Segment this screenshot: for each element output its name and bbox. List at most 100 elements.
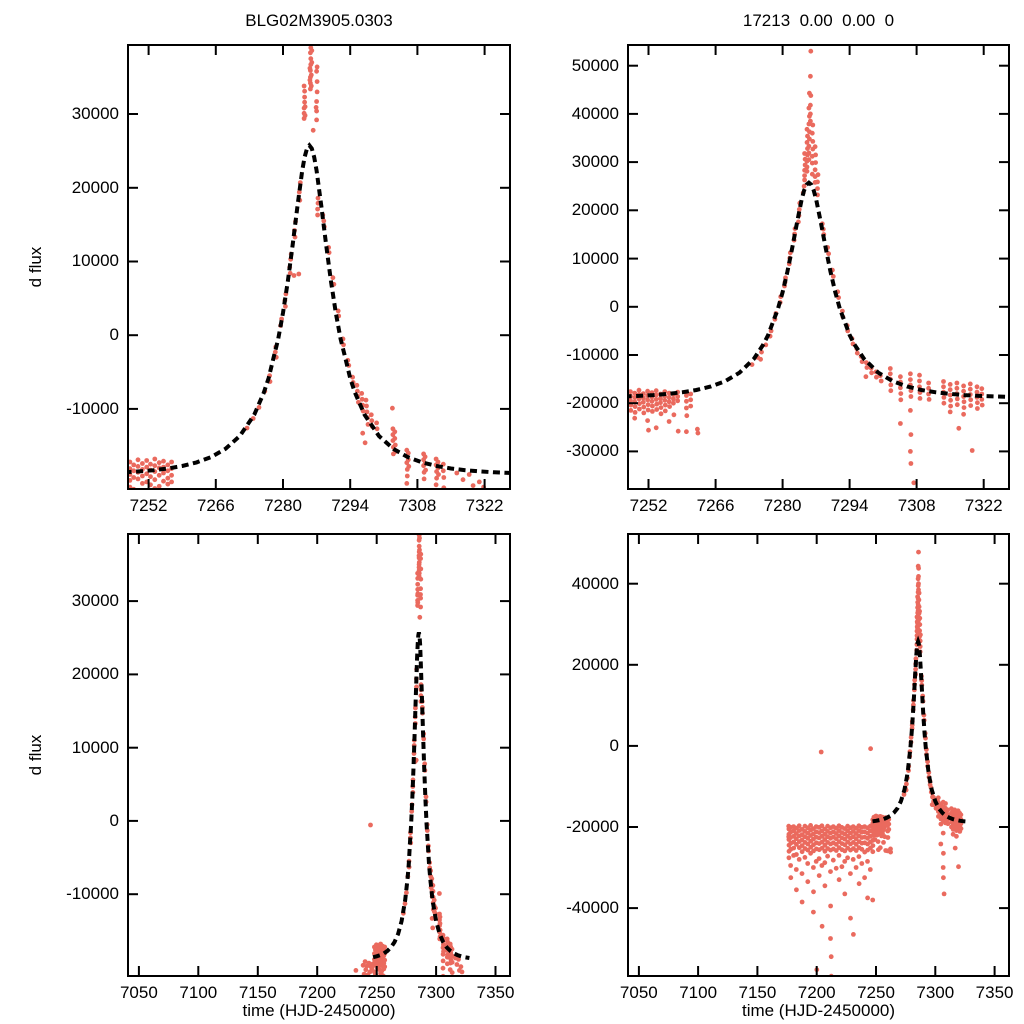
scatter-point [926,397,932,402]
scatter-point [169,479,174,485]
scatter-point [165,462,171,468]
scatter-point [404,473,410,479]
scatter-point [913,666,918,672]
scatter-point [908,394,914,399]
scatter-point [684,429,689,435]
scatter-point [979,397,985,402]
scatter-point [653,397,659,402]
scatter-point [828,954,834,960]
scatter-point [916,590,922,596]
scatter-point [671,412,677,418]
scatter-point [796,823,802,829]
scatter-point [409,809,415,814]
scatter-point [908,432,914,437]
scatter-point [314,64,320,70]
scatter-point [749,362,755,367]
scatter-point [302,104,308,110]
scatter-point [819,923,825,929]
scatter-point [828,869,833,874]
scatter-point [632,404,638,409]
scatter-point [804,164,810,170]
y-tick-label: 0 [609,296,619,316]
scatter-point [449,959,455,965]
scatter-point [886,821,892,827]
scatter-point [404,890,409,896]
scatter-point [440,958,446,964]
scatter-point [826,251,831,257]
scatter-point [156,483,162,489]
scatter-point [675,394,681,399]
scatter-point [904,781,909,787]
scatter-point [806,143,812,149]
scatter-point [165,468,171,474]
y-tick-label: 20000 [571,200,619,220]
scatter-point [961,405,967,410]
x-tick-label: 7250 [357,983,396,1002]
scatter-point [418,556,423,561]
scatter-point [805,847,811,853]
y-tick-label: 50000 [571,55,619,75]
scatter-point [908,461,914,466]
scatter-point [454,470,460,476]
y-tick-label: -10000 [66,398,119,418]
scatter-point [671,400,676,406]
scatter-point [908,449,913,454]
scatter-point [353,968,359,973]
scatter-point [421,476,427,482]
scatter-point [870,897,876,903]
scatter-point [954,385,960,391]
scatter-point [454,962,460,967]
scatter-point [429,916,435,921]
scatter-point [796,207,802,212]
scatter-point [302,88,307,94]
scatter-point [954,402,960,408]
scatter-point [808,93,814,98]
scatter-point [799,843,805,848]
scatter-point [148,461,153,467]
scatter-point [666,399,672,405]
scatter-point [917,628,922,634]
scatter-point [877,845,883,851]
scatter-point [440,965,446,971]
scatter-point [813,152,818,158]
scatter-point [658,411,664,417]
x-tick-label: 7294 [331,496,370,515]
scatter-point [140,473,145,479]
scatter-point [917,396,923,401]
scatter-point [938,841,944,847]
panel-3-canvas [627,533,1010,977]
scatter-point [799,871,805,876]
scatter-point [848,915,853,921]
scatter-point [885,835,891,840]
scatter-point [974,389,980,395]
scatter-point [632,390,638,396]
scatter-point [811,865,816,870]
scatter-point [152,456,158,462]
scatter-point [430,925,436,931]
scatter-point [975,400,980,406]
scatter-point [441,942,446,948]
x-tick-label: 7050 [119,983,158,1002]
scatter-point [804,140,810,145]
scatter-point [392,436,398,441]
scatter-point [131,462,137,468]
scatter-point [296,189,302,195]
x-axis-label-bottom-right: time (HJD-2450000) [741,1001,896,1020]
x-tick-label: 7308 [398,496,437,515]
scatter-point [140,481,145,486]
scatter-point [433,482,439,488]
scatter-point [417,547,422,553]
scatter-point [941,379,946,384]
scatter-point [954,833,959,839]
scatter-point [417,614,423,620]
scatter-point [667,404,672,409]
scatter-point [918,632,923,638]
scatter-point [695,426,700,432]
scatter-point [437,921,443,926]
scatter-point [441,475,447,480]
scatter-point [256,405,262,410]
plot-frame [127,533,511,977]
panel-1-title: 17213 0.00 0.00 0 [742,11,895,30]
scatter-point [916,597,922,603]
scatter-point [402,901,408,907]
